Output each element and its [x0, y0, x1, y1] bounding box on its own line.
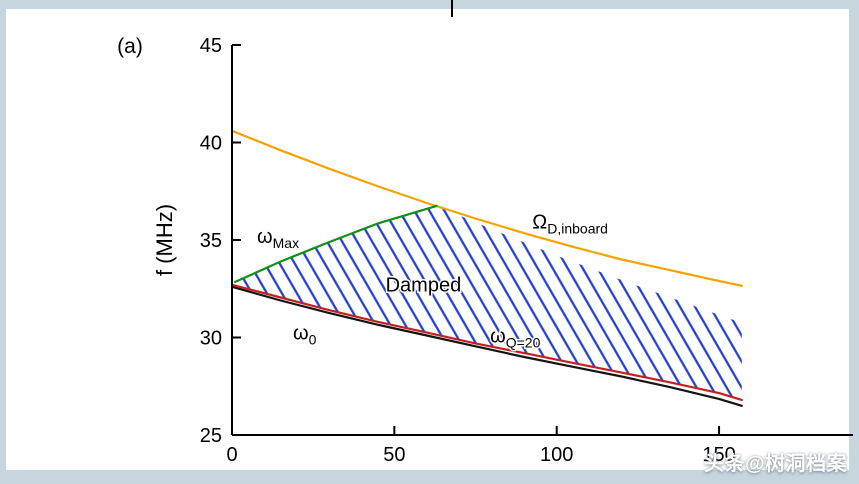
panel-label: (a): [117, 35, 143, 58]
damped-region-hatch: [235, 205, 742, 400]
x-tick-label: 50: [383, 444, 405, 466]
y-tick-label: 45: [200, 35, 222, 57]
y-tick-label: 40: [200, 133, 222, 155]
curve-Omega_D_inboard: [230, 129, 743, 287]
y-tick-label: 25: [200, 425, 222, 447]
curve-omega_0: [230, 285, 743, 407]
x-tick-label: 150: [702, 444, 735, 466]
x-tick-label: 0: [226, 444, 237, 466]
y-tick-label: 30: [200, 328, 222, 350]
omega-0-label: ω0: [293, 323, 317, 348]
omega-q20-label: ωQ=20: [490, 325, 540, 350]
damped-label: Damped: [386, 275, 462, 297]
curve-omega_Max: [234, 204, 438, 283]
watermark: 头条@树洞档案: [704, 453, 848, 475]
y-axis-label: f (MHz): [152, 204, 177, 276]
curve-omega_Q20: [230, 283, 743, 401]
y-tick-label: 35: [200, 230, 222, 252]
x-tick-label: 100: [540, 444, 573, 466]
omega-d-inboard-label: ΩD,inboard: [532, 211, 608, 236]
omega-max-label: ωMax: [257, 226, 299, 251]
